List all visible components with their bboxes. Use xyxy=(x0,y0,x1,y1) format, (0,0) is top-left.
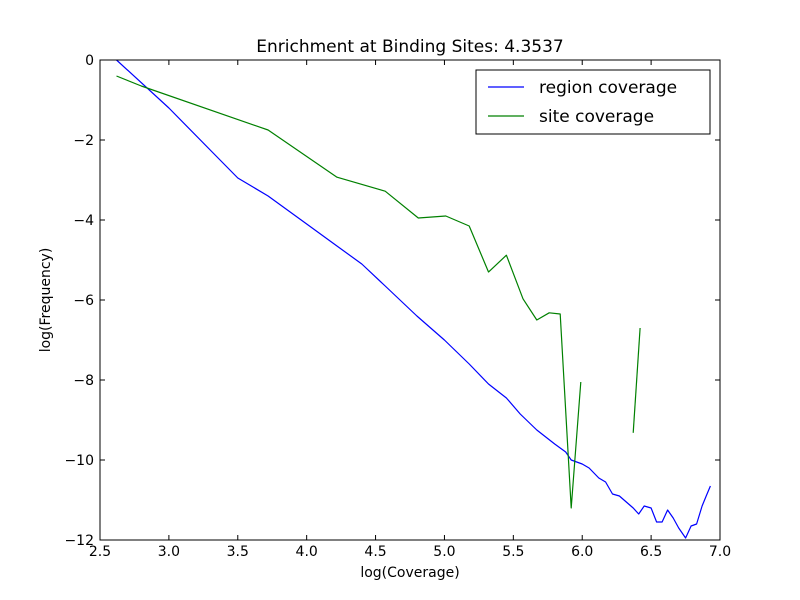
plot-lines xyxy=(116,59,711,539)
x-tick-label: 4.5 xyxy=(364,544,386,560)
x-tick-label: 5.0 xyxy=(433,544,455,560)
x-tick-label: 7.0 xyxy=(709,544,731,560)
x-tick-label: 6.0 xyxy=(571,544,593,560)
y-tick-label: −6 xyxy=(73,293,94,309)
y-tick-label: −4 xyxy=(73,213,94,229)
legend-label-1: region coverage xyxy=(539,78,677,98)
y-tick-label: −12 xyxy=(64,533,94,549)
x-axis-label: log(Coverage) xyxy=(360,565,459,581)
axis-ticks: 2.5 3.0 3.5 4.0 4.5 5.0 5.5 6.0 6.5 7.0 0 −2 −4 −6 −8 −… xyxy=(64,53,731,560)
x-tick-label: 3.5 xyxy=(227,544,249,560)
legend: region coverage site coverage xyxy=(475,69,711,135)
x-tick-label: 6.5 xyxy=(640,544,662,560)
chart-title: Enrichment at Binding Sites: 4.3537 xyxy=(256,37,563,57)
series-line-1-segment-1 xyxy=(116,59,711,539)
y-tick-label: −8 xyxy=(73,373,94,389)
y-tick-label: −10 xyxy=(64,453,94,469)
y-tick-label: 0 xyxy=(85,53,94,69)
y-tick-label: −2 xyxy=(73,133,94,149)
x-tick-label: 3.0 xyxy=(158,544,180,560)
x-tick-label: 4.0 xyxy=(296,544,318,560)
x-tick-label: 2.5 xyxy=(89,544,111,560)
series-line-2-segment-2 xyxy=(632,327,641,433)
series-line-2-segment-1 xyxy=(116,75,582,509)
legend-label-2: site coverage xyxy=(539,107,654,127)
legend-box xyxy=(475,69,711,135)
y-axis-label: log(Frequency) xyxy=(38,248,54,353)
x-tick-label: 5.5 xyxy=(502,544,524,560)
